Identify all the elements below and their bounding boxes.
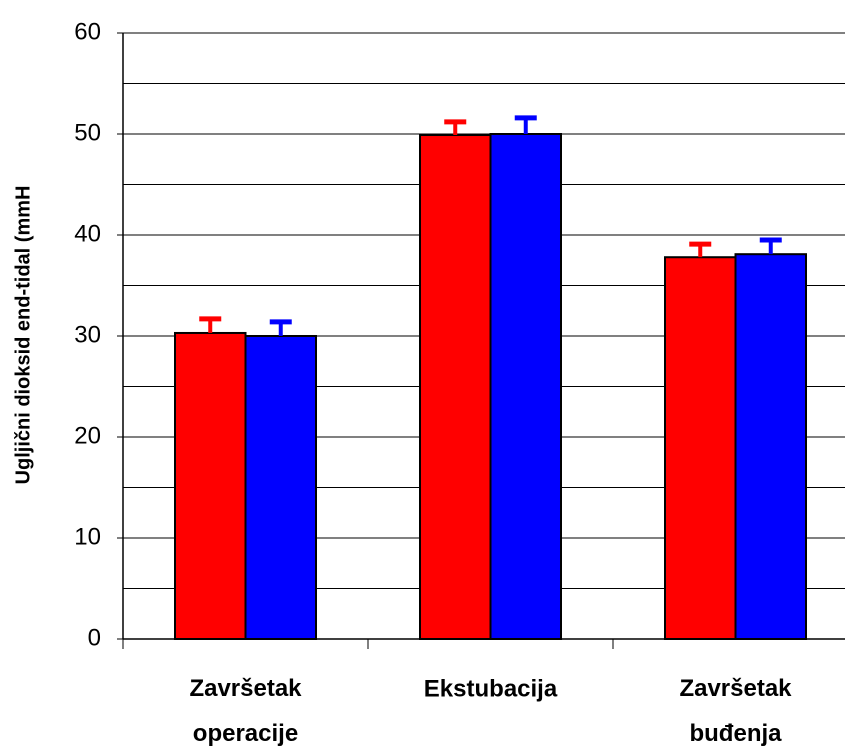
y-tick-label: 50 (74, 119, 101, 146)
x-tick-label: Završetak buđenja (679, 675, 792, 747)
y-tick-label: 30 (74, 321, 101, 348)
y-tick-label: 10 (74, 523, 101, 550)
y-tick-label: 40 (74, 220, 101, 247)
bar (244, 335, 317, 640)
error-bar (759, 237, 782, 255)
bar (419, 134, 492, 640)
x-tick-label: Ekstubacija (424, 675, 558, 702)
error-bar (444, 119, 467, 136)
error-bar (514, 115, 537, 134)
bar (489, 133, 562, 640)
y-axis-label: Ugljični dioksid end-tidal (mmH (12, 186, 34, 485)
bar (734, 253, 807, 640)
bar (174, 331, 247, 640)
error-bar (689, 241, 712, 258)
x-tick-label: Završetak operacije (189, 675, 302, 747)
y-tick-label: 60 (74, 18, 101, 45)
bar (664, 256, 737, 640)
error-bar (269, 319, 292, 336)
y-tick-label: 0 (88, 624, 101, 651)
y-tick-label: 20 (74, 422, 101, 449)
error-bar (199, 316, 222, 333)
